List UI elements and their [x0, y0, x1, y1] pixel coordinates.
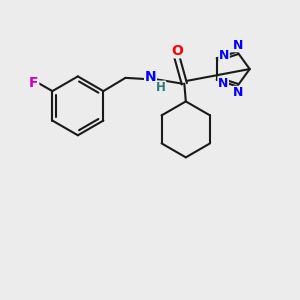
Text: O: O: [171, 44, 183, 58]
Text: N: N: [233, 86, 244, 99]
Text: N: N: [219, 50, 229, 62]
Text: N: N: [232, 39, 243, 52]
Text: N: N: [218, 77, 228, 90]
Text: N: N: [145, 70, 156, 84]
Text: H: H: [156, 81, 166, 94]
Text: F: F: [29, 76, 39, 90]
